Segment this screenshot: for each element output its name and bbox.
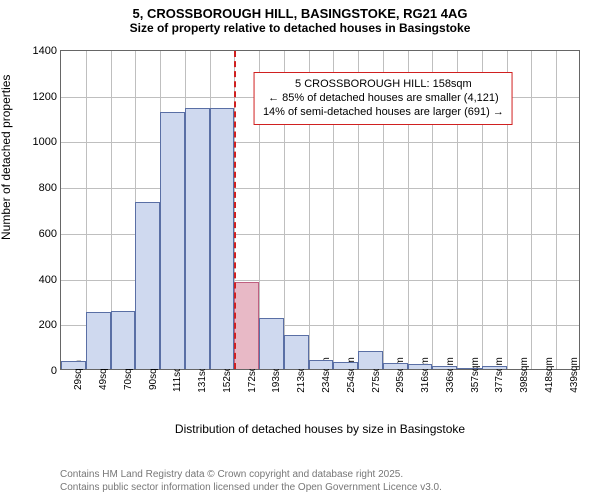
x-tick-label: 418sqm xyxy=(544,357,555,393)
bar xyxy=(86,312,111,369)
marker-line xyxy=(234,51,236,369)
y-tick-label: 1400 xyxy=(33,45,57,57)
attribution-line-1: Contains HM Land Registry data © Crown c… xyxy=(60,469,442,482)
bar xyxy=(309,360,334,369)
bar xyxy=(383,363,408,369)
gridline-v xyxy=(556,51,557,369)
x-tick-label: 316sqm xyxy=(420,357,431,393)
bar-highlighted xyxy=(234,282,259,369)
x-tick-label: 336sqm xyxy=(445,357,456,393)
bar xyxy=(259,318,284,369)
gridline-h xyxy=(61,188,579,189)
attribution-line-2: Contains public sector information licen… xyxy=(60,482,442,495)
gridline-h xyxy=(61,142,579,143)
chart-container: Number of detached properties 0200400600… xyxy=(0,40,600,440)
bar xyxy=(61,361,86,369)
page-title: 5, CROSSBOROUGH HILL, BASINGSTOKE, RG21 … xyxy=(0,6,600,21)
callout-line-3: 14% of semi-detached houses are larger (… xyxy=(263,105,504,119)
callout-box: 5 CROSSBOROUGH HILL: 158sqm← 85% of deta… xyxy=(254,72,513,125)
bar xyxy=(358,351,383,369)
y-tick-label: 1200 xyxy=(33,91,57,103)
plot-area: 020040060080010001200140029sqm49sqm70sqm… xyxy=(60,50,580,370)
y-tick-label: 200 xyxy=(39,319,57,331)
x-tick-label: 377sqm xyxy=(494,357,505,393)
y-axis-label: Number of detached properties xyxy=(0,75,13,240)
bar xyxy=(135,202,160,369)
x-tick-label: 398sqm xyxy=(519,357,530,393)
bar xyxy=(160,112,185,369)
callout-line-1: 5 CROSSBOROUGH HILL: 158sqm xyxy=(263,77,504,91)
gridline-v xyxy=(531,51,532,369)
x-tick-label: 357sqm xyxy=(470,357,481,393)
y-tick-label: 800 xyxy=(39,182,57,194)
bar xyxy=(284,335,309,369)
bar xyxy=(111,311,136,369)
attribution-block: Contains HM Land Registry data © Crown c… xyxy=(60,469,442,494)
page-subtitle: Size of property relative to detached ho… xyxy=(0,21,600,35)
bar xyxy=(432,366,457,369)
bar xyxy=(210,108,235,369)
bar xyxy=(408,364,433,369)
bar xyxy=(457,368,482,369)
x-axis-label: Distribution of detached houses by size … xyxy=(60,422,580,436)
bar xyxy=(482,366,507,369)
bar xyxy=(185,108,210,369)
y-tick-label: 0 xyxy=(51,365,57,377)
x-tick-label: 439sqm xyxy=(569,357,580,393)
callout-line-2: ← 85% of detached houses are smaller (4,… xyxy=(263,91,504,105)
y-tick-label: 400 xyxy=(39,274,57,286)
y-tick-label: 1000 xyxy=(33,136,57,148)
y-tick-label: 600 xyxy=(39,228,57,240)
bar xyxy=(333,362,358,369)
